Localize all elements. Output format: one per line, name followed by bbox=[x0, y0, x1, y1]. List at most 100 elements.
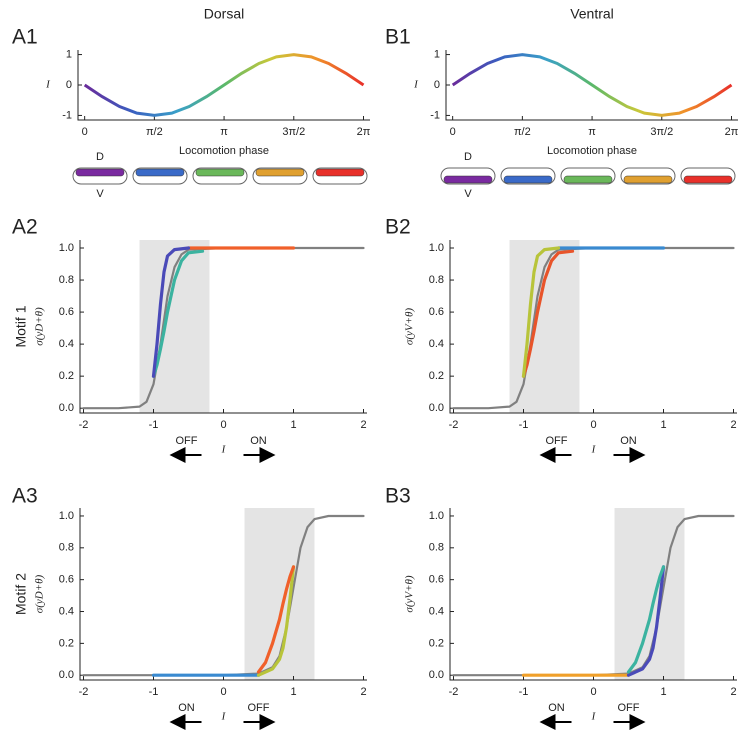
panel-label: B3 bbox=[385, 485, 411, 508]
row-label: Motif 2 bbox=[13, 573, 29, 615]
phase-line bbox=[83, 53, 365, 117]
x-axis-label: I bbox=[221, 444, 227, 456]
y-axis-label: σ(yV+θ) bbox=[404, 308, 416, 346]
y-tick-label: 0.6 bbox=[59, 306, 74, 318]
series-line bbox=[82, 514, 365, 677]
series-line bbox=[521, 246, 561, 378]
x-tick-label: 2 bbox=[730, 419, 736, 431]
y-tick-label: 1.0 bbox=[59, 510, 74, 522]
body-segment-muscle bbox=[443, 175, 493, 184]
x-tick-label: -2 bbox=[449, 686, 459, 698]
y-tick-label: 1 bbox=[66, 48, 72, 60]
series-line bbox=[626, 565, 666, 677]
panel-label: A2 bbox=[12, 216, 38, 239]
x-tick-label: 1 bbox=[290, 686, 296, 698]
direction-label: OFF bbox=[618, 702, 640, 714]
y-tick-label: 0.8 bbox=[59, 542, 74, 554]
body-segment-muscle bbox=[623, 175, 673, 184]
direction-label: OFF bbox=[176, 435, 198, 447]
series-line bbox=[521, 249, 575, 378]
y-tick-label: 0.4 bbox=[59, 605, 74, 617]
shaded-region bbox=[244, 508, 315, 680]
y-tick-label: 0.6 bbox=[429, 574, 444, 586]
axes bbox=[79, 508, 367, 681]
direction-label: ON bbox=[620, 435, 637, 447]
body-segment-muscle bbox=[563, 175, 613, 184]
direction-label: OFF bbox=[248, 702, 270, 714]
series-line bbox=[256, 565, 296, 677]
body-label-ventral: V bbox=[96, 188, 104, 200]
body-label-dorsal: D bbox=[96, 151, 104, 163]
y-tick-label: 0.8 bbox=[59, 274, 74, 286]
y-tick-label: 0.6 bbox=[429, 306, 444, 318]
row-label: Motif 1 bbox=[13, 305, 29, 347]
panel-label: B1 bbox=[385, 26, 411, 49]
y-axis-label: σ(yV+θ) bbox=[404, 575, 416, 613]
y-tick-label: 0.2 bbox=[429, 370, 444, 382]
axes bbox=[449, 240, 737, 414]
y-tick-label: 0.4 bbox=[429, 338, 444, 350]
x-axis-label: Locomotion phase bbox=[547, 145, 637, 157]
y-tick-label: 0.0 bbox=[429, 402, 444, 414]
body-segment-muscle bbox=[683, 175, 733, 184]
x-tick-label: 3π/2 bbox=[650, 126, 673, 138]
body-segment-muscle bbox=[75, 168, 125, 177]
y-tick-label: 0.8 bbox=[429, 274, 444, 286]
axes bbox=[445, 50, 738, 121]
y-axis-label: I bbox=[45, 79, 51, 91]
x-tick-label: -1 bbox=[519, 686, 529, 698]
body-segment-muscle bbox=[135, 168, 185, 177]
series-line bbox=[452, 514, 735, 677]
x-tick-label: 0 bbox=[450, 126, 456, 138]
y-tick-label: 1.0 bbox=[429, 510, 444, 522]
y-tick-label: 0.2 bbox=[59, 370, 74, 382]
x-tick-label: 1 bbox=[660, 419, 666, 431]
body-segment-muscle bbox=[503, 175, 553, 184]
direction-label: ON bbox=[178, 702, 195, 714]
y-tick-label: 0.4 bbox=[429, 605, 444, 617]
y-tick-label: 0.6 bbox=[59, 574, 74, 586]
direction-label: ON bbox=[250, 435, 267, 447]
x-tick-label: π bbox=[220, 126, 228, 138]
y-tick-label: 1.0 bbox=[429, 242, 444, 254]
x-tick-label: π/2 bbox=[514, 126, 531, 138]
panel-label: B2 bbox=[385, 216, 411, 239]
x-axis-label: I bbox=[591, 711, 597, 723]
series-line bbox=[452, 246, 735, 410]
x-axis-label: I bbox=[591, 444, 597, 456]
y-tick-label: 0.8 bbox=[429, 542, 444, 554]
x-tick-label: 0 bbox=[590, 419, 596, 431]
x-tick-label: 2 bbox=[360, 686, 366, 698]
body-segment-muscle bbox=[255, 168, 305, 177]
x-axis-label: I bbox=[221, 711, 227, 723]
x-tick-label: 0 bbox=[82, 126, 88, 138]
series-line bbox=[256, 565, 296, 674]
y-axis-label: I bbox=[413, 79, 419, 91]
body-label-dorsal: D bbox=[464, 151, 472, 163]
axes bbox=[77, 50, 370, 121]
series-line bbox=[151, 246, 191, 378]
phase-line bbox=[451, 53, 733, 117]
y-tick-label: 0.0 bbox=[429, 669, 444, 681]
panel-label: A1 bbox=[12, 26, 38, 49]
series-line bbox=[82, 246, 365, 410]
body-segment-muscle bbox=[195, 168, 245, 177]
y-tick-label: 0.0 bbox=[59, 669, 74, 681]
x-tick-label: 2π bbox=[357, 126, 371, 138]
body-segment-muscle bbox=[315, 168, 365, 177]
x-tick-label: 0 bbox=[220, 419, 226, 431]
x-tick-label: -2 bbox=[79, 686, 89, 698]
x-tick-label: 2 bbox=[360, 419, 366, 431]
column-title: Ventral bbox=[570, 6, 614, 22]
x-tick-label: π/2 bbox=[146, 126, 163, 138]
x-tick-label: π bbox=[588, 126, 596, 138]
x-tick-label: 1 bbox=[290, 419, 296, 431]
x-tick-label: -1 bbox=[149, 686, 159, 698]
y-tick-label: -1 bbox=[430, 109, 440, 121]
x-tick-label: -1 bbox=[519, 419, 529, 431]
panel-label: A3 bbox=[12, 485, 38, 508]
x-tick-label: -2 bbox=[449, 419, 459, 431]
y-tick-label: -1 bbox=[62, 109, 72, 121]
y-tick-label: 1.0 bbox=[59, 242, 74, 254]
